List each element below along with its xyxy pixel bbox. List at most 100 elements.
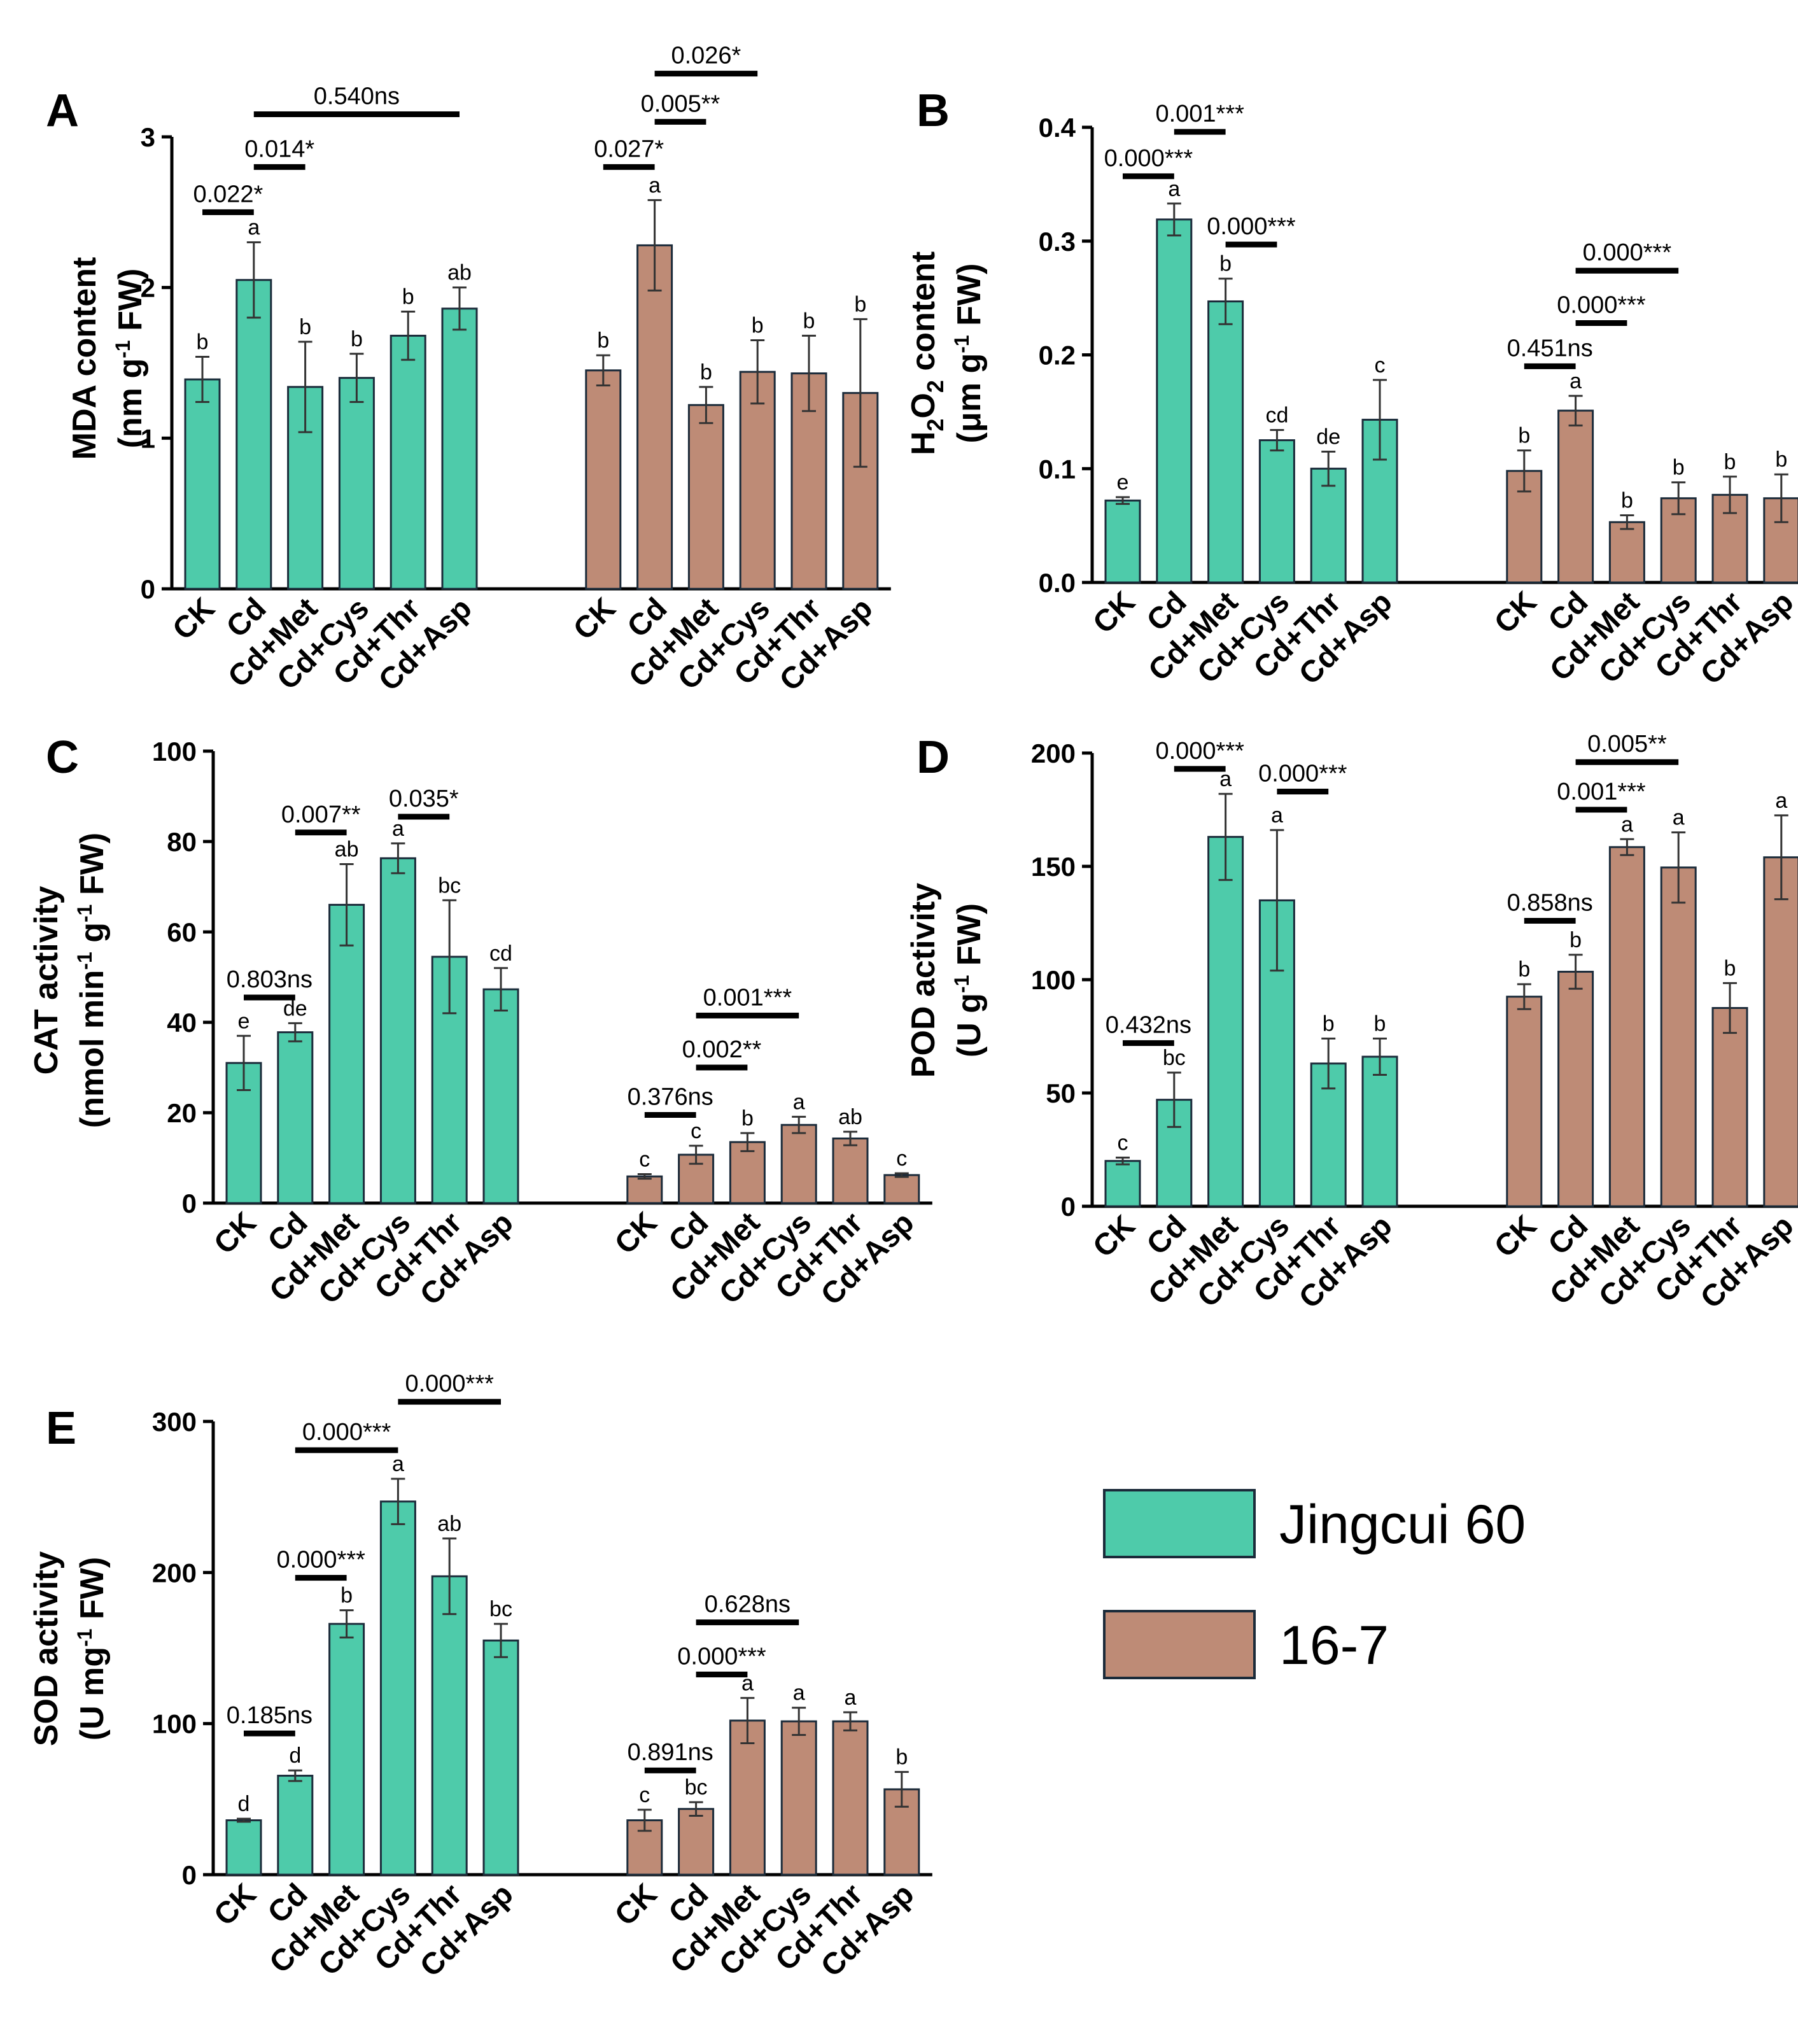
y-axis-title-line1: POD activity — [905, 883, 942, 1078]
y-axis-title-line2: (U g-1 FW) — [950, 903, 988, 1057]
bar — [235, 279, 272, 590]
bar — [636, 244, 673, 590]
significance-letter: a — [793, 1090, 805, 1114]
significance-letter: e — [238, 1009, 250, 1033]
significance-letter: a — [845, 1686, 857, 1710]
x-tick-label: CK — [1086, 1209, 1142, 1264]
significance-letter: de — [283, 996, 307, 1020]
y-tick-label: 0 — [182, 1188, 197, 1218]
comparison-label: 0.001*** — [1155, 101, 1244, 127]
bar — [338, 377, 375, 590]
y-tick-label: 0.2 — [1039, 341, 1076, 370]
significance-letter: b — [351, 327, 363, 351]
significance-letter: bc — [489, 1597, 512, 1621]
y-axis-title-line1: H2O2 content — [905, 251, 948, 455]
y-tick-label: 200 — [1031, 738, 1076, 768]
bar — [1207, 300, 1244, 584]
y-axis-title-line2: (nmol min-1 g-1 FW) — [73, 833, 111, 1128]
y-axis-title-c: CAT activity (nmol min-1 g-1 FW) — [28, 833, 111, 1128]
y-tick-label: 200 — [152, 1558, 197, 1588]
comparison-label: 0.185ns — [227, 1702, 313, 1729]
significance-letter: a — [392, 1452, 404, 1476]
panel-letter-b: B — [917, 85, 950, 136]
x-tick-label: CK — [1086, 585, 1142, 640]
comparison-label: 0.432ns — [1106, 1012, 1191, 1039]
significance-letter: a — [793, 1681, 805, 1705]
significance-letter: b — [752, 314, 764, 338]
panel-a: A MDA content (nm g-1 FW) 0123bCKaCdbCd+… — [46, 43, 891, 698]
comparison-label: 0.000*** — [405, 1371, 494, 1397]
comparison-label: 0.000*** — [1155, 738, 1244, 765]
comparison-label: 0.376ns — [628, 1084, 713, 1111]
legend-swatch-jingcui — [1103, 1489, 1256, 1558]
significance-letter: b — [854, 292, 866, 316]
plot-area-d: 050100150200cCKbcCdaCd+MetaCd+CysbCd+Thr… — [1031, 731, 1798, 1315]
comparison-label: 0.451ns — [1507, 335, 1593, 362]
comparison-label: 0.858ns — [1507, 889, 1593, 916]
comparison-label: 0.027* — [594, 136, 664, 162]
plot-area-b: 0.00.10.20.30.4eCKaCdbCd+MetcdCd+CysdeCd… — [1039, 101, 1798, 691]
legend-swatch-16-7 — [1103, 1610, 1256, 1679]
bar — [729, 1141, 766, 1204]
y-axis-title-line1: CAT activity — [28, 886, 65, 1075]
bar — [1557, 409, 1594, 584]
significance-letter: c — [896, 1146, 907, 1171]
significance-letter: bc — [1163, 1046, 1186, 1070]
comparison-label: 0.000*** — [1207, 213, 1296, 240]
significance-letter: a — [649, 173, 661, 197]
bar — [379, 1500, 416, 1876]
significance-letter: b — [1570, 928, 1582, 952]
bar — [1310, 467, 1347, 584]
significance-letter: b — [1724, 450, 1736, 474]
bar — [379, 857, 416, 1204]
bar — [184, 378, 221, 590]
significance-letter: c — [1118, 1131, 1128, 1155]
plot-area-a: 0123bCKaCdbCd+MetbCd+CysbCd+ThrabCd+Aspb… — [141, 43, 891, 698]
panel-letter-c: C — [46, 732, 79, 783]
comparison-label: 0.000*** — [1104, 145, 1193, 172]
comparison-label: 0.000*** — [677, 1644, 766, 1670]
significance-letter: b — [1621, 489, 1633, 513]
bar — [1258, 439, 1295, 584]
x-tick-label: CK — [1488, 585, 1543, 640]
y-tick-label: 150 — [1031, 852, 1076, 882]
significance-letter: a — [248, 216, 260, 240]
comparison-label: 0.007** — [281, 801, 361, 828]
significance-letter: d — [289, 1744, 301, 1768]
y-tick-label: 0.3 — [1039, 227, 1076, 257]
bar — [328, 903, 365, 1204]
comparison-label: 0.022* — [193, 181, 263, 208]
comparison-label: 0.000*** — [302, 1419, 391, 1446]
x-tick-label: CK — [567, 591, 622, 647]
comparison-label: 0.540ns — [314, 83, 400, 110]
significance-letter: c — [691, 1119, 701, 1143]
comparison-label: 0.000*** — [1583, 239, 1672, 266]
bar — [585, 369, 622, 590]
significance-letter: bc — [438, 873, 461, 898]
significance-letter: b — [402, 285, 414, 309]
panel-c: C CAT activity (nmol min-1 g-1 FW) 0 20 40… — [28, 732, 932, 1312]
y-tick-label: 100 — [152, 737, 197, 766]
significance-letter: b — [197, 330, 209, 355]
bar — [225, 1819, 262, 1876]
significance-letter: cd — [1265, 403, 1288, 427]
bar — [1207, 836, 1244, 1208]
comparison-label: 0.002** — [682, 1036, 762, 1063]
y-tick-label: 100 — [152, 1709, 197, 1739]
bar — [441, 307, 478, 590]
significance-letter: b — [803, 309, 815, 333]
y-tick-label: 0.0 — [1039, 568, 1076, 598]
significance-letter: a — [392, 817, 404, 841]
bar — [328, 1623, 365, 1876]
y-tick-label: 0 — [182, 1860, 197, 1890]
y-axis-title-line1: MDA content — [66, 257, 103, 460]
significance-letter: a — [1673, 806, 1685, 830]
bar — [1660, 866, 1697, 1208]
significance-letter: b — [1775, 448, 1787, 472]
bar — [626, 1175, 663, 1204]
legend-item-16-7: 16-7 — [1103, 1610, 1389, 1679]
y-tick-label: 60 — [167, 917, 197, 947]
significance-letter: c — [639, 1783, 650, 1807]
y-tick-label: 1 — [141, 423, 155, 453]
